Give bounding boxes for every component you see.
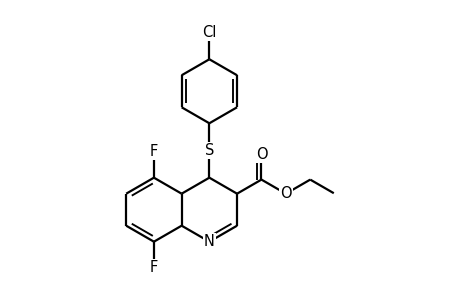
Text: Cl: Cl [202, 25, 216, 40]
Text: S: S [204, 143, 213, 158]
Text: F: F [150, 260, 158, 275]
Text: O: O [255, 146, 267, 161]
Text: O: O [280, 186, 291, 201]
Text: F: F [150, 144, 158, 159]
Text: N: N [203, 234, 214, 249]
